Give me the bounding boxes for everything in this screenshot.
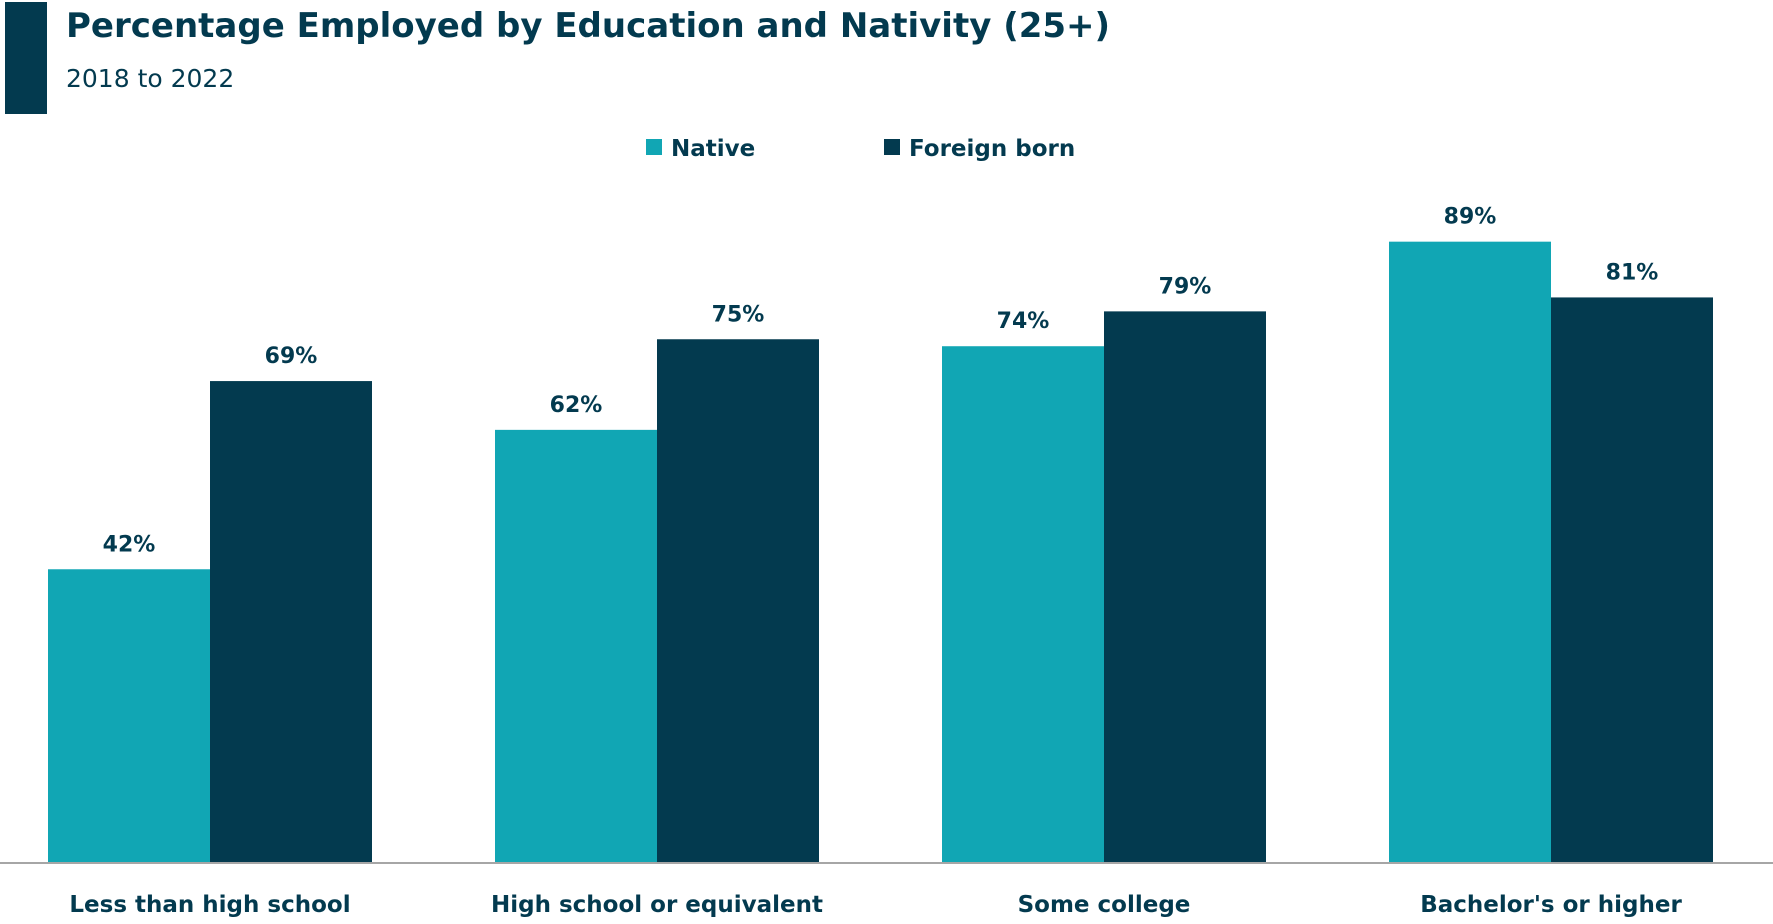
chart-subtitle: 2018 to 2022 [66,64,235,93]
data-label-2-1: 79% [1159,274,1212,299]
bar-2-0 [942,346,1104,863]
title-accent-bar [5,2,47,114]
category-label-2: Some college [1018,892,1191,918]
data-label-1-0: 62% [550,393,603,418]
bar-3-0 [1389,241,1551,863]
legend-label-1: Foreign born [909,136,1075,162]
category-label-0: Less than high school [69,892,350,918]
data-label-0-0: 42% [103,532,156,557]
bar-3-1 [1551,297,1713,862]
legend-swatch-1 [884,139,900,155]
data-label-2-0: 74% [997,309,1050,334]
legend-swatch-0 [646,139,662,155]
bar-0-0 [48,569,210,862]
bar-0-1 [210,381,372,862]
data-label-1-1: 75% [712,302,765,327]
data-label-3-1: 81% [1606,260,1659,285]
data-label-3-0: 89% [1444,205,1497,230]
data-label-0-1: 69% [265,344,318,369]
bar-1-0 [495,429,657,862]
category-label-1: High school or equivalent [491,892,823,918]
legend-label-0: Native [671,136,755,162]
bar-1-1 [657,339,819,862]
bar-2-1 [1104,311,1266,862]
chart-title: Percentage Employed by Education and Nat… [66,6,1111,46]
category-label-3: Bachelor's or higher [1420,892,1682,918]
